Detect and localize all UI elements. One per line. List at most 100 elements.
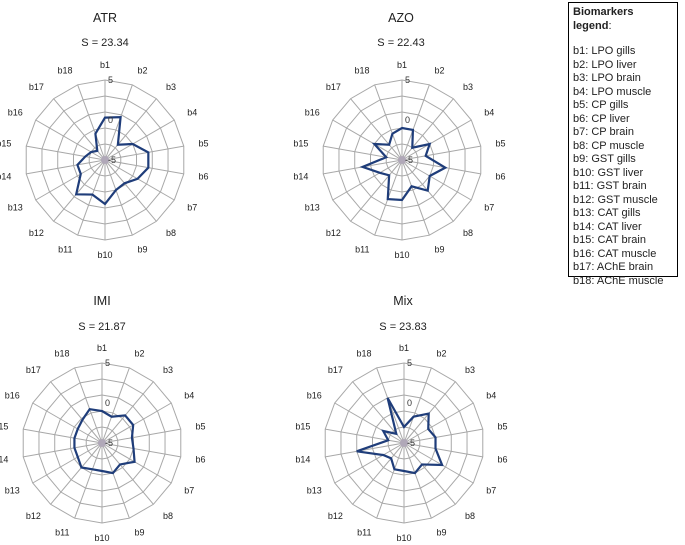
center-dot [400,439,408,447]
grid-spoke [23,428,103,444]
legend-item: b17: AChE brain [573,261,654,273]
axis-label: b11 [58,244,72,254]
legend-title: Biomarkers legend: [573,6,673,33]
axis-label: b1 [97,343,107,353]
grid-spoke [374,84,403,161]
center-dot [398,156,406,164]
center-dot [101,156,109,164]
axis-label: b18 [54,349,69,359]
axis-label: b18 [57,66,72,76]
panel-score: S = 23.83 [379,321,426,333]
panel-score: S = 21.87 [78,321,125,333]
axis-label: b18 [354,66,369,76]
axis-label: b10 [396,533,411,543]
axis-label: b16 [5,391,20,401]
grid-spoke [53,159,106,222]
grid-spoke [50,381,103,444]
axis-label: b3 [163,365,173,375]
grid-spoke [403,442,456,505]
grid-spoke [401,159,481,175]
grid-spoke [26,159,106,175]
grid-spoke [104,159,175,201]
tick-label: 0 [407,398,412,408]
grid-spoke [352,442,405,505]
axis-label: b8 [163,511,173,521]
series-line [73,407,136,475]
axis-label: b4 [486,391,496,401]
axis-label: b10 [94,533,109,543]
legend-item: b14: CAT liver [573,220,642,233]
axis-label: b15 [295,422,310,432]
grid-spoke [104,159,133,236]
grid-spoke [401,119,472,161]
axis-label: b5 [496,139,506,149]
axis-label: b3 [166,82,176,92]
axis-label: b7 [187,203,197,213]
grid-spoke [101,381,154,444]
legend-item: b12: GST muscle [573,193,658,206]
grid-spoke [35,119,106,161]
axis-label: b1 [399,343,409,353]
axis-label: b14 [0,455,8,465]
tick-label: 5 [407,358,412,368]
grid-spoke [325,428,405,444]
legend-item: b4: LPO muscle [573,85,652,98]
grid-spoke [332,119,403,161]
grid-spoke [376,442,405,519]
grid-spoke [401,84,430,161]
grid-spoke [23,442,103,458]
legend-item: b13: CAT gills [573,207,641,219]
legend-spacer [573,33,673,45]
axis-label: b17 [328,365,343,375]
axis-label: b6 [498,455,508,465]
grid-spoke [403,428,483,444]
legend-item: b1: LPO gills [573,45,636,57]
axis-label: b7 [484,203,494,213]
grid-spoke [332,159,403,201]
axis-label: b3 [463,82,473,92]
series-line [356,397,444,475]
axis-label: b14 [293,172,308,182]
grid-spoke [403,442,483,458]
legend-item: b2: LPO liver [573,58,637,71]
axis-label: b11 [355,244,369,254]
axis-label: b15 [0,139,11,149]
axis-label: b9 [434,244,444,254]
axis-label: b8 [463,228,473,238]
panel-mix: Mix S = 23.83 -5 0 5 b1 b2 b3 b4 b5 b6 b7 b8 b9 b10 b… [295,294,507,543]
axis-label: b13 [8,203,23,213]
legend-item: b16: CAT muscle [573,247,657,260]
grid-spoke [101,442,154,505]
axis-label: b1 [397,60,407,70]
axis-label: b14 [0,172,11,182]
axis-label: b5 [196,422,206,432]
panel-score: S = 23.34 [81,37,128,49]
panel-title: AZO [388,11,414,25]
biomarkers-legend: Biomarkers legend: b1: LPO gills b2: LPO… [568,2,678,287]
radar-chart: -5 0 5 b1 b2 b3 b4 b5 b6 b7 b8 b9 b10 b11 b12 b13 b14 b15… [0,60,209,260]
axis-label: b16 [307,391,322,401]
grid-spoke [323,145,403,161]
grid-spoke [401,159,472,201]
axis-label: b13 [305,203,320,213]
tick-label: 5 [405,75,410,85]
axis-label: b2 [436,349,446,359]
legend-item: b18: AChE muscle [573,274,664,287]
axis-label: b4 [184,391,194,401]
panel-atr: ATR S = 23.34 -5 0 5 b1 b2 b3 b4 b5 b6 b7 b8 b9 b10 b… [0,11,209,260]
grid-spoke [32,402,103,444]
panel-imi: IMI S = 21.87 -5 0 5 b1 b2 b3 b4 b5 b6 b7 b8 b9 b10 b… [0,294,206,543]
axis-label: b18 [356,349,371,359]
series-line [359,126,448,202]
grid-spoke [350,98,403,161]
axis-label: b2 [434,66,444,76]
axis-label: b14 [295,455,310,465]
grid-spoke [104,159,184,175]
axis-label: b1 [100,60,110,70]
panel-azo: AZO S = 22.43 -5 0 5 b1 b2 b3 b4 b5 b6 b7 b8 b9 b10 b… [293,11,505,260]
tick-label: 0 [108,115,113,125]
tick-label: 0 [405,115,410,125]
grid-spoke [35,159,106,201]
grid-spoke [403,402,474,444]
grid-spoke [350,159,403,222]
